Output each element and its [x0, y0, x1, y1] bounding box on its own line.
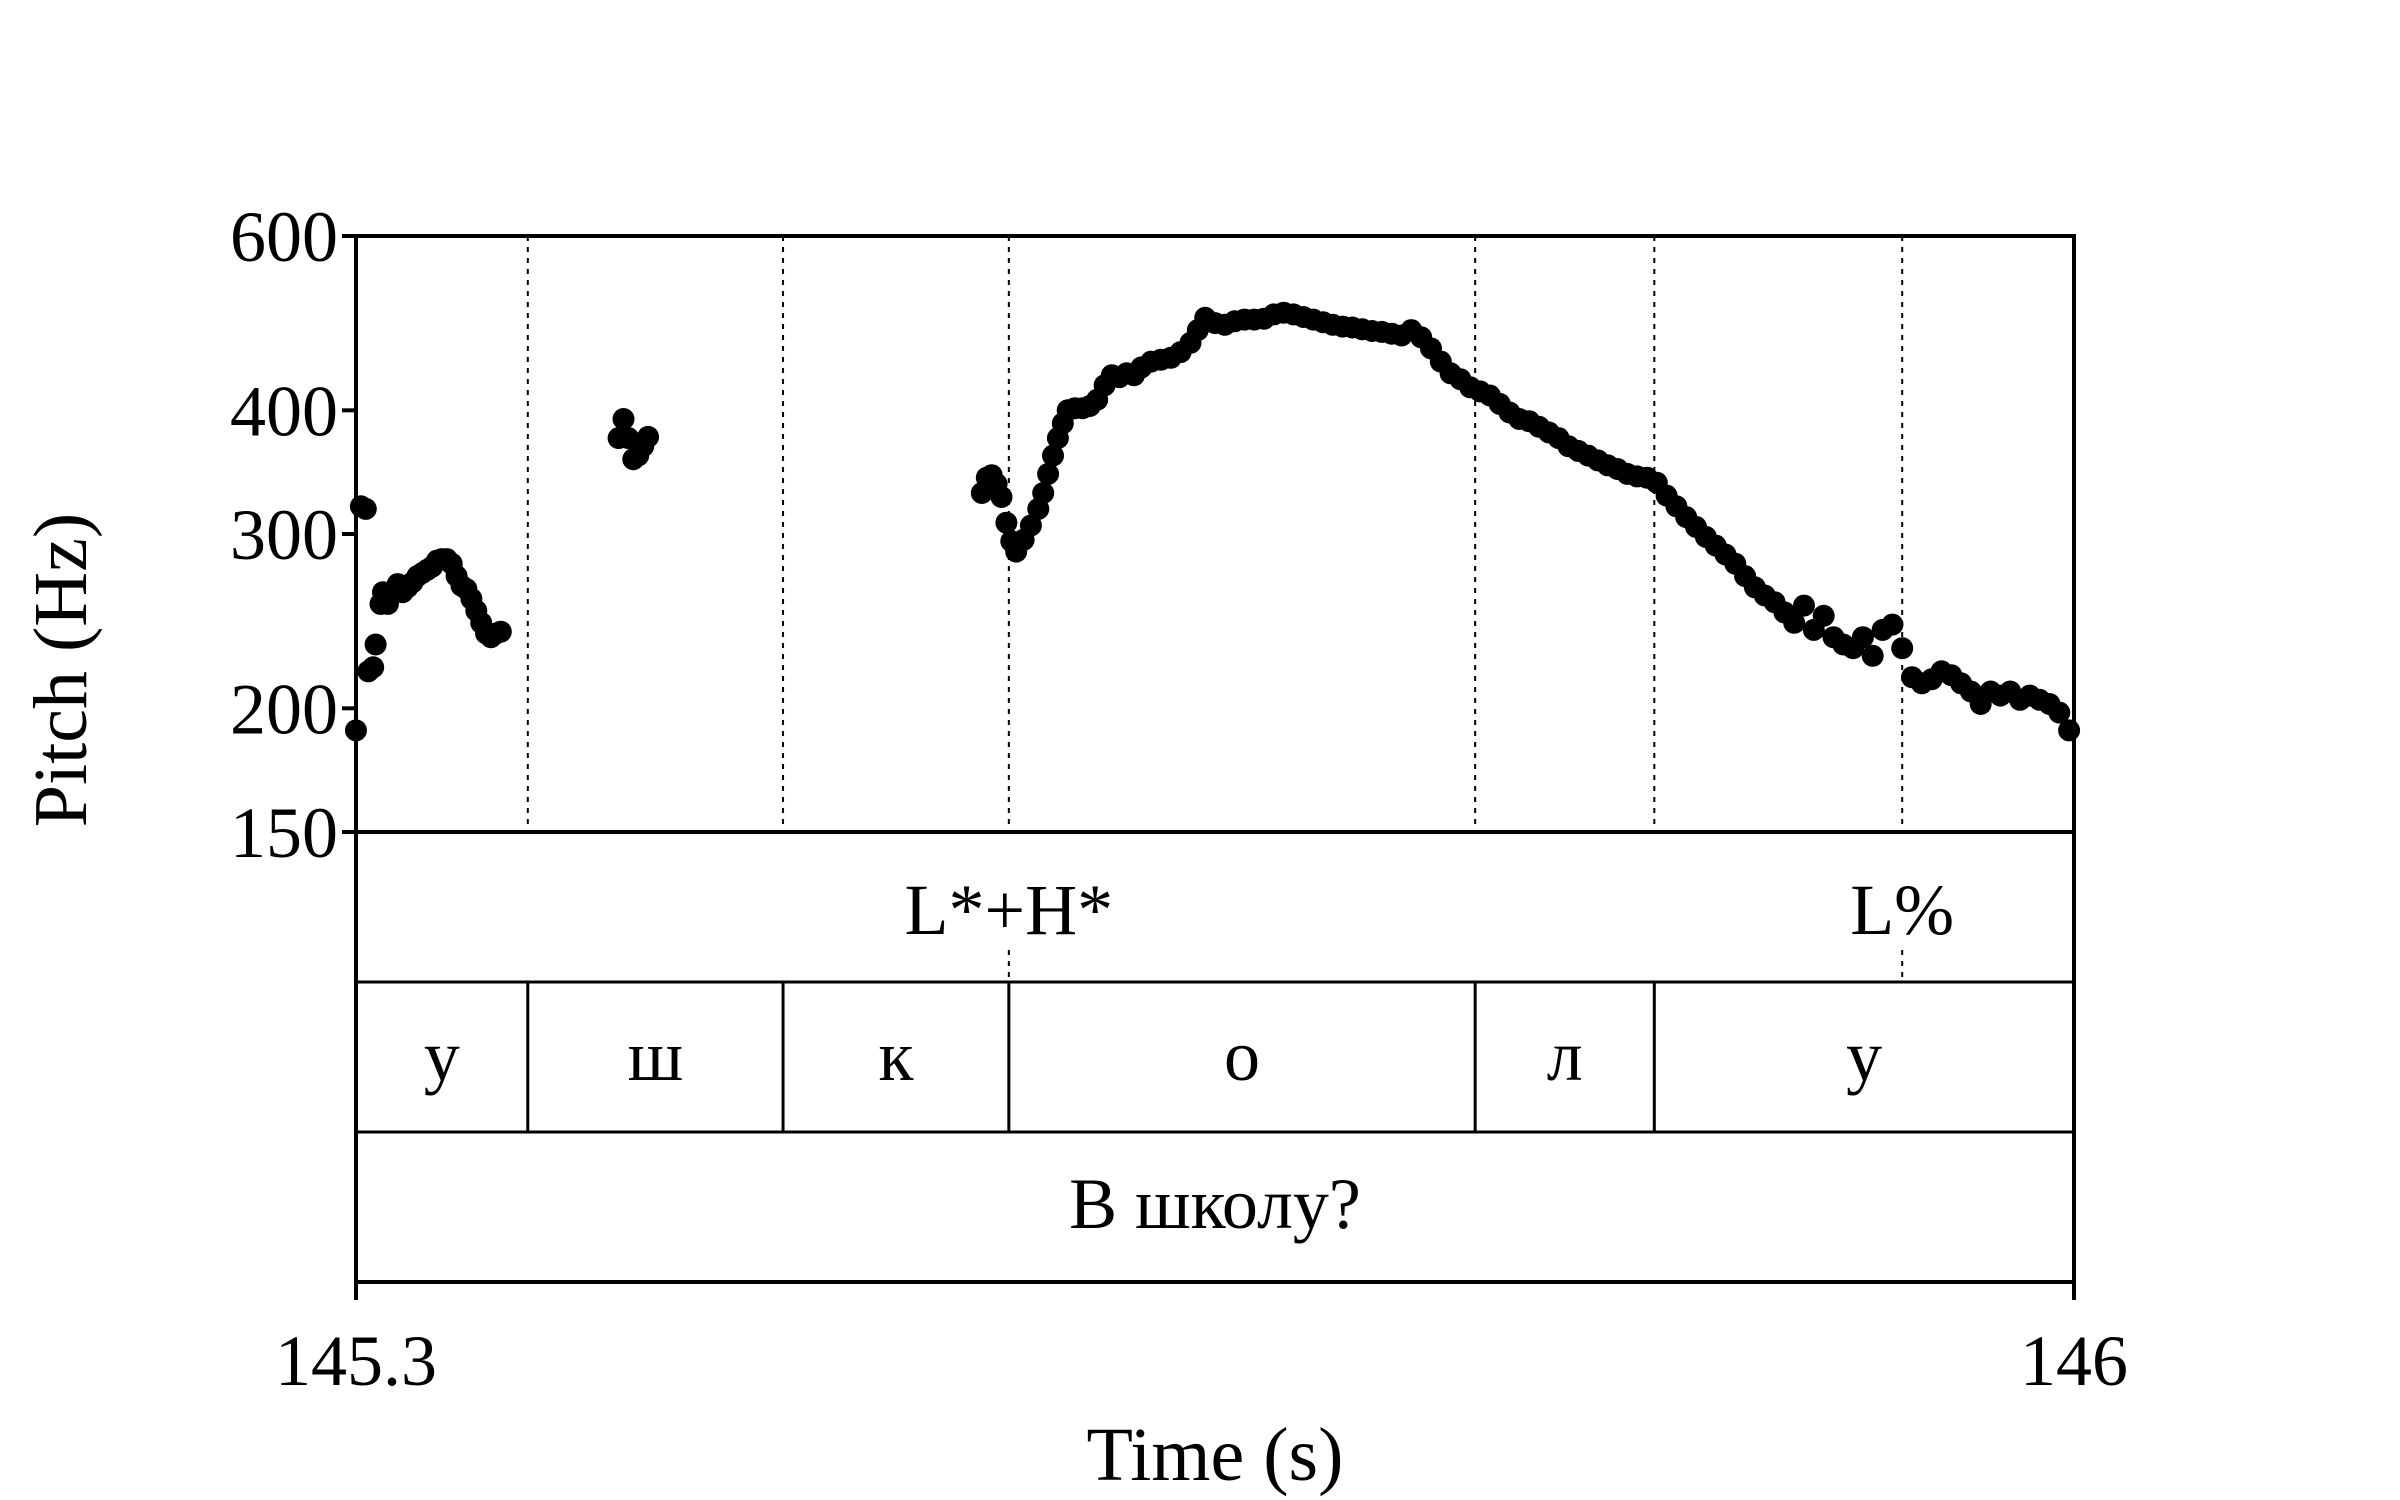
- pitch-points: [345, 301, 2081, 742]
- pitch-point: [1783, 611, 1806, 634]
- pitch-point: [995, 511, 1018, 534]
- tone-tier: L*+H* L%: [905, 870, 1954, 982]
- y-tick-label: 150: [230, 793, 338, 873]
- pitch-point: [364, 633, 387, 656]
- word-tier: В школу?: [1069, 1164, 1361, 1244]
- pitch-point: [1793, 594, 1815, 617]
- pitch-plot: 150 200 300 400 600: [230, 197, 2081, 873]
- pitch-point: [354, 497, 377, 520]
- pitch-point: [1019, 514, 1042, 537]
- y-tick-label: 400: [230, 371, 338, 451]
- x-axis-title: Time (s): [1087, 1413, 1344, 1497]
- tiers-frame: [354, 830, 2076, 1284]
- pitch-point: [1037, 462, 1060, 485]
- pitch-point: [362, 656, 385, 679]
- phone-label: ш: [628, 1016, 683, 1096]
- y-axis-ticks: 150 200 300 400 600: [230, 197, 356, 873]
- tone-label: L%: [1850, 870, 1954, 950]
- pitch-point: [637, 425, 660, 448]
- pitch-point: [1042, 444, 1064, 467]
- x-tick-label: 146: [2020, 1321, 2128, 1401]
- y-axis-title: Pitch (Hz): [19, 513, 103, 827]
- phone-label: у: [424, 1016, 460, 1096]
- y-tick-label: 300: [230, 495, 338, 575]
- pitch-point: [1881, 613, 1904, 636]
- phone-label: о: [1224, 1016, 1260, 1096]
- x-axis-ticks: 145.3 146: [275, 1282, 2128, 1401]
- phone-label: у: [1846, 1016, 1882, 1096]
- pitch-point: [2048, 701, 2071, 724]
- phone-label: к: [878, 1016, 914, 1096]
- y-tick-label: 200: [230, 669, 338, 749]
- pitch-point: [990, 486, 1013, 508]
- y-tick-label: 600: [230, 197, 338, 277]
- pitch-point: [2058, 719, 2081, 742]
- tone-label: L*+H*: [905, 870, 1114, 950]
- pitch-point: [1812, 604, 1835, 627]
- pitch-point: [1032, 482, 1055, 504]
- pitch-point: [1861, 644, 1884, 667]
- annotation-tiers: L*+H* L% у ш к о л у В школу?: [354, 830, 2076, 1284]
- pitch-point: [489, 620, 512, 643]
- phone-label: л: [1547, 1016, 1583, 1096]
- pitch-point: [1891, 637, 1914, 660]
- pitch-point: [612, 408, 635, 430]
- pitch-point: [1851, 626, 1874, 649]
- x-tick-label: 145.3: [275, 1321, 437, 1401]
- word-label: В школу?: [1069, 1164, 1361, 1244]
